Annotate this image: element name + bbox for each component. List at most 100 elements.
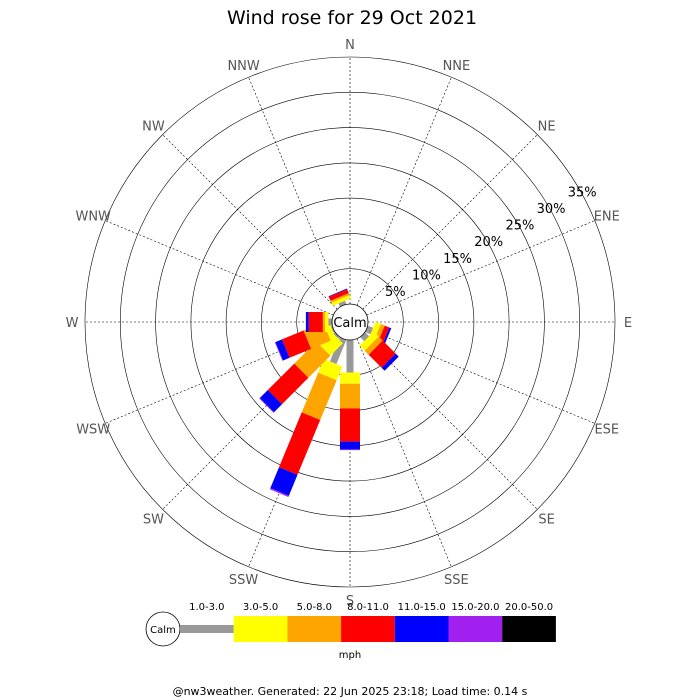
compass-label-ssw: SSW: [229, 573, 259, 588]
bar-ssw: [269, 337, 347, 497]
legend-swatch-1.0-3.0: [180, 625, 234, 633]
compass-label-s: S: [346, 594, 354, 609]
spoke-nw: [162, 134, 338, 310]
bar-w-11.0-15.0: [305, 312, 309, 332]
compass-label-nw: NW: [142, 119, 165, 134]
bar-w-5.0-8.0: [322, 312, 325, 332]
bar-s-8.0-11.0: [340, 408, 360, 442]
legend-swatch-3.0-5.0: [233, 616, 288, 642]
bar-nnw-1.0-3.0: [338, 300, 347, 307]
ring-label-2: 10%: [412, 268, 441, 283]
bar-sw-11.0-15.0: [259, 390, 282, 413]
bar-nnw-11.0-15.0: [328, 288, 348, 297]
direction-spokes: [85, 57, 615, 587]
legend-label-5.0-8.0: 5.0-8.0: [297, 602, 332, 613]
bar-sw-1.0-3.0: [333, 332, 340, 339]
bar-se: [359, 331, 399, 371]
legend-swatch-11.0-15.0: [394, 616, 449, 642]
spoke-ese: [366, 328, 595, 424]
bar-wsw-1.0-3.0: [330, 325, 335, 333]
legend-label-11.0-15.0: 11.0-15.0: [398, 602, 446, 613]
legend-label-3.0-5.0: 3.0-5.0: [243, 602, 278, 613]
bar-wsw-15.0-20.0: [274, 342, 284, 361]
spoke-sse: [356, 338, 452, 567]
bar-wsw-11.0-15.0: [275, 339, 290, 361]
legend-swatch-20.0-50.0: [502, 616, 556, 642]
bar-w-3.0-5.0: [324, 312, 329, 332]
spoke-nne: [356, 77, 452, 306]
bar-s-15.0-20.0: [340, 449, 360, 451]
compass-label-sse: SSE: [444, 573, 469, 588]
compass-label-wsw: WSW: [76, 422, 110, 437]
bar-nnw-5.0-8.0: [330, 293, 350, 303]
legend-swatch-15.0-20.0: [448, 616, 503, 642]
bar-sw-8.0-11.0: [267, 363, 309, 405]
bar-sw-15.0-20.0: [259, 398, 274, 413]
calm-circle: [331, 303, 369, 341]
compass-label-nne: NNE: [443, 59, 471, 74]
compass-label-n: N: [345, 38, 355, 53]
bar-nnw: [328, 288, 351, 307]
legend-unit: mph: [339, 650, 361, 661]
bar-w: [305, 312, 332, 332]
ring-label-6: 30%: [537, 202, 566, 217]
bar-sw-5.0-8.0: [294, 341, 331, 378]
bar-w-8.0-11.0: [308, 312, 323, 332]
spoke-nnw: [248, 77, 344, 306]
compass-labels: N NNE NE ENE E ESE SE SSE S SSW SW WSW W WNW NW NNW: [66, 38, 633, 609]
compass-label-w: W: [66, 316, 79, 331]
legend-swatch-5.0-8.0: [287, 616, 342, 642]
spoke-wnw: [105, 220, 334, 316]
speed-legend: Calm 1.0-3.0 3.0-5.0 5.0-8.0 8.0-11.0 11.0-1…: [145, 602, 556, 661]
ring-label-5: 25%: [505, 219, 534, 234]
bar-s: [340, 340, 360, 451]
compass-label-ese: ESE: [594, 422, 619, 437]
legend-label-8.0-11.0: 8.0-11.0: [347, 602, 389, 613]
bar-w-1.0-3.0: [328, 318, 332, 326]
bar-wsw-8.0-11.0: [281, 330, 312, 358]
spoke-se: [362, 334, 538, 510]
compass-label-e: E: [624, 316, 632, 331]
compass-label-sw: SW: [143, 513, 164, 528]
footer-text: @nw3weather. Generated: 22 Jun 2025 23:1…: [173, 685, 528, 698]
bar-ssw-3.0-5.0: [318, 358, 343, 381]
bar-s-3.0-5.0: [340, 372, 360, 384]
compass-label-se: SE: [538, 513, 554, 528]
bar-se-5.0-8.0: [364, 336, 383, 355]
bar-se-11.0-15.0: [381, 353, 399, 371]
legend-label-15.0-20.0: 15.0-20.0: [451, 602, 499, 613]
ring-label-4: 20%: [474, 235, 503, 250]
bar-ssw-8.0-11.0: [279, 412, 321, 475]
spoke-ne: [362, 134, 538, 310]
ring-label-1: 5%: [385, 285, 406, 300]
wind-bars: [259, 288, 399, 497]
bar-ssw-1.0-3.0: [329, 337, 347, 365]
bar-nnw-3.0-5.0: [331, 295, 351, 306]
ring-labels: 5% 10%15%20%25%30%35%: [385, 186, 597, 300]
legend-swatch-8.0-11.0: [341, 616, 395, 642]
compass-label-nnw: NNW: [227, 59, 259, 74]
legend-calm-label: Calm: [150, 625, 176, 636]
compass-label-ene: ENE: [594, 210, 620, 225]
compass-label-wnw: WNW: [75, 210, 111, 225]
calm-label: Calm: [333, 316, 366, 331]
bar-s-5.0-8.0: [340, 383, 360, 409]
bar-ssw-15.0-20.0: [269, 488, 289, 497]
bar-s-11.0-15.0: [340, 441, 360, 450]
bar-sw: [259, 329, 343, 413]
chart-title: Wind rose for 29 Oct 2021: [227, 7, 477, 29]
grid-ring-7: [84, 56, 616, 588]
legend-label-20.0-50.0: 20.0-50.0: [505, 602, 553, 613]
bar-ssw-5.0-8.0: [301, 372, 337, 420]
bar-se-3.0-5.0: [359, 331, 379, 351]
ring-label-7: 35%: [568, 186, 597, 201]
bar-ssw-11.0-15.0: [270, 467, 298, 496]
ring-label-3: 15%: [443, 252, 472, 267]
spoke-ene: [366, 220, 595, 316]
bar-se-8.0-11.0: [368, 340, 396, 368]
compass-label-ne: NE: [538, 119, 556, 134]
bar-se-1.0-3.0: [360, 332, 370, 342]
bar-s-1.0-3.0: [346, 340, 354, 373]
